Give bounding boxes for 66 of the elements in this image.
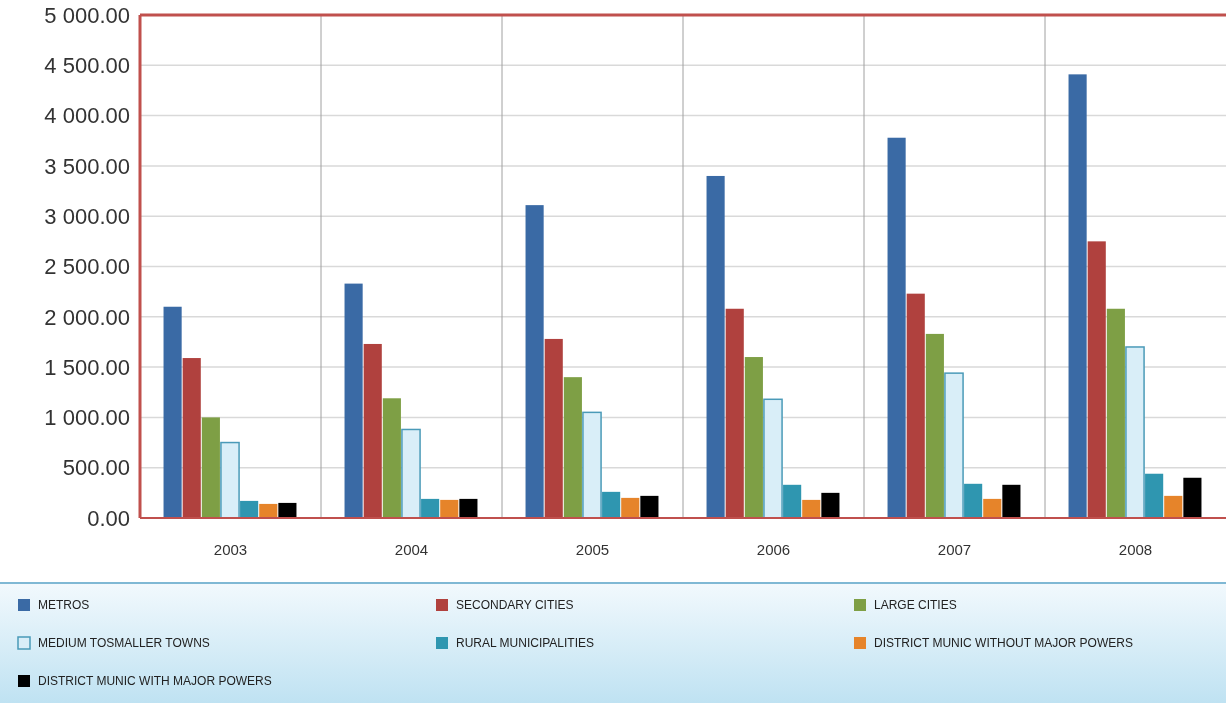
y-tick-label: 1 500.00 (44, 354, 130, 380)
y-tick-label: 1 000.00 (44, 405, 130, 431)
bar (887, 137, 906, 518)
bar (363, 343, 382, 518)
y-tick-label: 3 500.00 (44, 153, 130, 179)
y-tick-label: 0.00 (87, 505, 130, 531)
x-tick-label: 2008 (1118, 541, 1153, 558)
bar (964, 483, 983, 518)
x-tick-label: 2007 (937, 541, 972, 558)
bar (1183, 477, 1202, 518)
bar (459, 498, 478, 518)
bar (240, 500, 259, 518)
bar (201, 417, 220, 518)
bar (421, 498, 440, 518)
y-tick-label: 5 000.00 (44, 2, 130, 28)
y-tick-label: 2 000.00 (44, 304, 130, 330)
bar (640, 495, 659, 518)
x-tick-label: 2003 (213, 541, 248, 558)
bar (621, 497, 640, 518)
y-tick-label: 3 000.00 (44, 203, 130, 229)
bar (1106, 308, 1125, 518)
bar (1164, 495, 1183, 518)
bar (1068, 74, 1087, 518)
legend-label: METROS (38, 598, 90, 613)
bar (382, 398, 401, 518)
bar (1002, 484, 1021, 518)
bar (783, 484, 802, 518)
bar (259, 503, 278, 518)
legend-label: MEDIUM TOSMALLER TOWNS (38, 636, 210, 651)
y-tick-label: 4 500.00 (44, 53, 130, 78)
bar (725, 308, 744, 518)
y-tick-label: 4 000.00 (44, 103, 130, 129)
bar (220, 441, 240, 519)
bar (602, 491, 621, 518)
bar (440, 499, 459, 518)
bar (582, 411, 602, 519)
bar (744, 357, 763, 518)
x-tick-label: 2006 (756, 541, 791, 558)
bar (802, 499, 821, 518)
x-tick-label: 2004 (394, 541, 429, 558)
bar (1087, 241, 1106, 518)
legend-label: SECONDARY CITIES (456, 598, 574, 613)
legend-label: DISTRICT MUNIC WITH MAJOR POWERS (38, 674, 272, 689)
bar (944, 372, 964, 519)
bar (983, 498, 1002, 518)
bar (182, 358, 201, 518)
y-tick-label: 2 500.00 (44, 254, 130, 280)
bar (563, 377, 582, 518)
bar (525, 205, 544, 518)
bar (1125, 346, 1145, 519)
bar (344, 283, 363, 518)
bar (401, 428, 421, 519)
bar (821, 492, 840, 518)
bar (544, 338, 563, 518)
bar (278, 502, 297, 518)
bar (1145, 473, 1164, 518)
bar (706, 175, 725, 518)
legend-label: DISTRICT MUNIC WITHOUT MAJOR POWERS (874, 636, 1133, 651)
y-tick-label: 500.00 (62, 455, 130, 481)
legend-label: LARGE CITIES (874, 598, 957, 613)
x-tick-label: 2005 (575, 541, 610, 558)
bar (906, 293, 925, 518)
bar (163, 306, 182, 518)
bar (763, 398, 783, 519)
bar (925, 333, 944, 518)
legend-label: RURAL MUNICIPALITIES (456, 636, 595, 651)
